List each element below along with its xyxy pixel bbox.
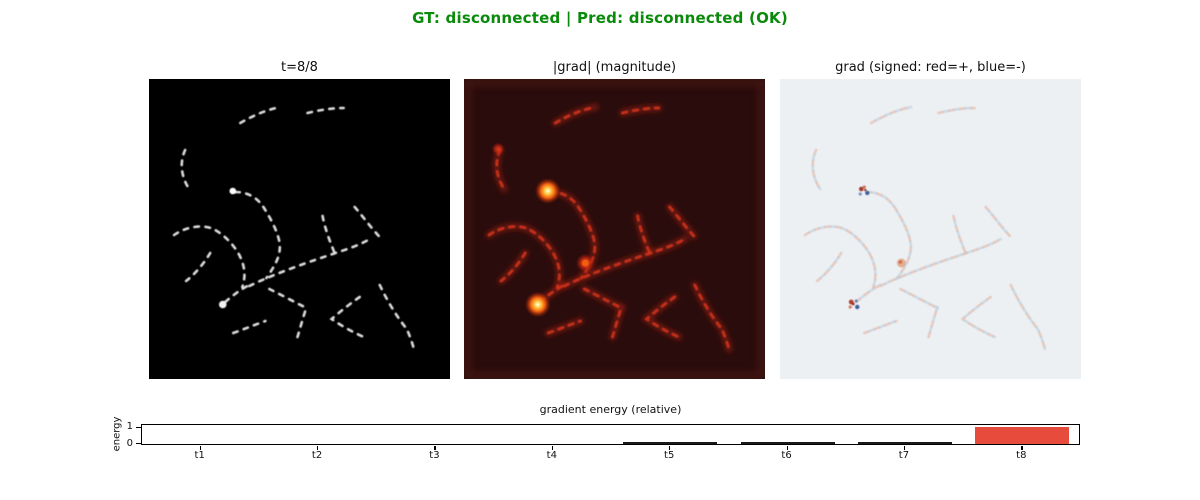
ytick-0: 0: [126, 438, 133, 449]
signed-hotspot-2: [848, 299, 860, 310]
xtick-label-t6: t6: [781, 450, 792, 461]
signed-hotspot-3: [896, 258, 906, 268]
xtick-label-t7: t7: [898, 450, 910, 461]
ytick-mark-1: [136, 426, 141, 428]
energy-bar-t6: [740, 442, 835, 444]
panel-title-gt: t=8/8: [281, 60, 318, 75]
xtick-mark-t8: [1021, 445, 1023, 450]
energy-bar-t7: [857, 442, 952, 444]
energy-chart-title: gradient energy (relative): [539, 403, 682, 416]
xtick-label-t4: t4: [546, 450, 557, 461]
xtick-mark-t1: [199, 445, 201, 450]
xtick-mark-t5: [669, 445, 671, 450]
xtick-mark-t3: [434, 445, 436, 450]
energy-bar-t5: [623, 442, 718, 444]
xtick-mark-t7: [903, 445, 906, 450]
xtick-label-t8: t8: [1016, 450, 1027, 461]
gt-mask-image: [149, 79, 450, 379]
figure-title: GT: disconnected | Pred: disconnected (O…: [412, 9, 788, 27]
bright-dots: [218, 187, 237, 309]
xtick-label-t1: t1: [194, 450, 205, 461]
ytick-1: 1: [126, 421, 133, 432]
ytick-mark-0: [136, 443, 141, 445]
xtick-mark-t6: [786, 445, 788, 450]
energy-plot-area: [141, 424, 1080, 445]
xtick-label-t2: t2: [311, 450, 323, 461]
xtick-label-t3: t3: [429, 450, 440, 461]
xtick-mark-t2: [317, 445, 319, 450]
panel-title-grad-magnitude: |grad| (magnitude): [552, 60, 677, 75]
grad-signed-image: [780, 79, 1081, 379]
xtick-mark-t4: [551, 445, 554, 450]
panel-title-grad-signed: grad (signed: red=+, blue=-): [835, 60, 1026, 75]
energy-bar-t8: [975, 427, 1070, 444]
gradient-hotspots: [491, 142, 595, 318]
signed-hotspot-1: [858, 185, 870, 196]
grad-magnitude-image: [464, 79, 765, 379]
xtick-label-t5: t5: [664, 450, 675, 461]
